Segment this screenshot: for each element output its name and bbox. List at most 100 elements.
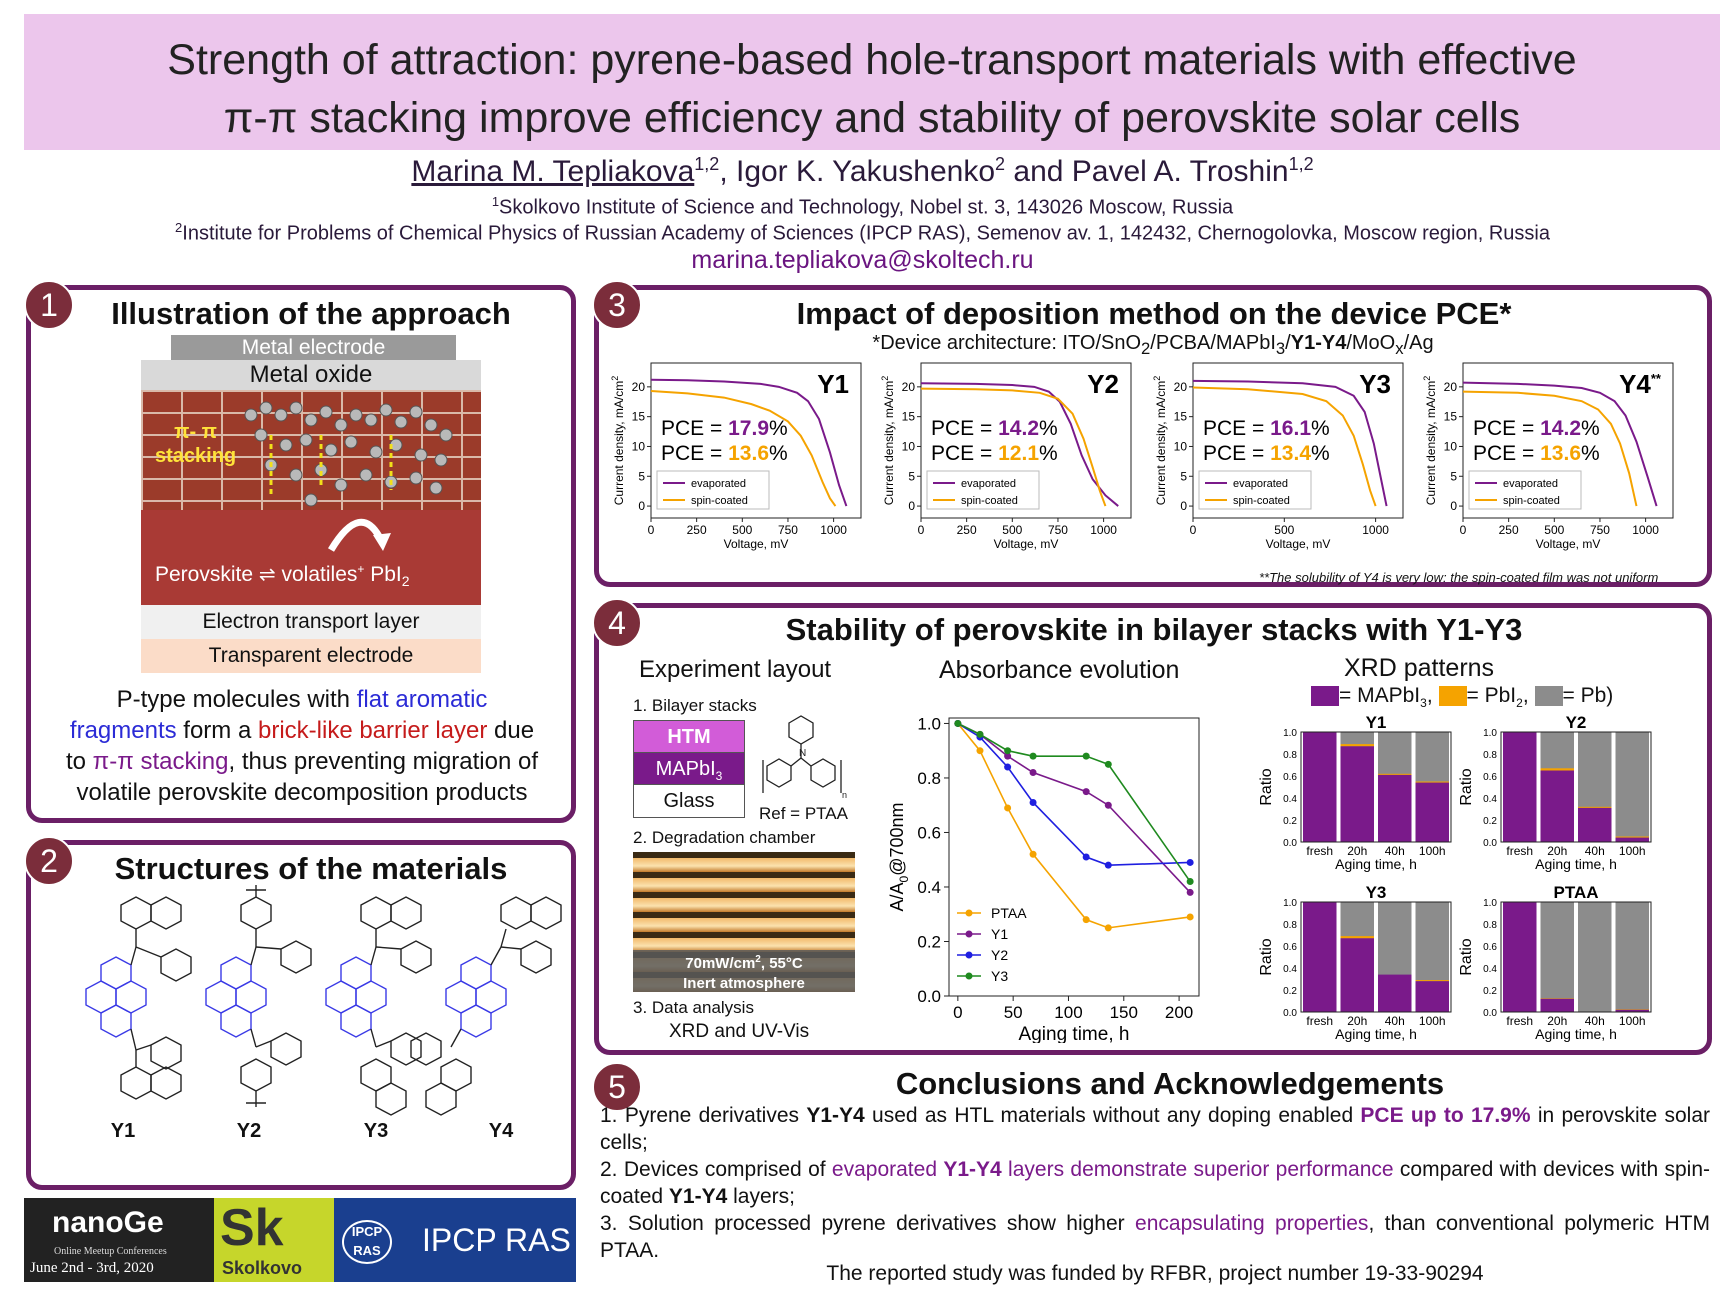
xrd-bar-pbi2	[1615, 836, 1649, 838]
svg-text:n: n	[842, 790, 847, 800]
data-point-Y3	[1029, 752, 1037, 760]
y-tick-label: 0	[1450, 499, 1457, 513]
funding-note: The reported study was funded by RFBR, p…	[826, 1262, 1484, 1285]
data-point-Y3	[1004, 747, 1012, 755]
plot-frame	[1300, 901, 1452, 1013]
xrd-bar-pbi2	[1340, 936, 1374, 939]
y-tick-label: 0	[1180, 499, 1187, 513]
x-axis-label: Aging time, h	[1019, 1024, 1130, 1043]
x-tick-label: 40h	[1385, 844, 1405, 858]
step-3-detail: XRD and UV-Vis	[669, 1021, 810, 1042]
panel-4-title: Stability of perovskite in bilayer stack…	[785, 612, 1523, 647]
panel-deposition: Impact of deposition method on the devic…	[594, 285, 1712, 587]
x-tick-label: 500	[1002, 523, 1022, 537]
x-tick-label: 500	[1544, 523, 1564, 537]
x-tick-label: 500	[732, 523, 752, 537]
pce-spin-value: 12.1	[998, 442, 1039, 465]
pce-evaporated-value: 14.2	[1540, 417, 1581, 440]
panel-3-badge: 3	[592, 280, 642, 330]
x-tick-label: 50	[1004, 1003, 1023, 1022]
y-tick-label: 0.4	[1483, 964, 1497, 975]
y-tick-label: 0.0	[1483, 1008, 1497, 1019]
absorbance-chart: 0 50 100 150 200 0.0 0.2 0.4 0.6 0.8 1.0 Aging time…	[887, 708, 1219, 1048]
pce-evaporated: PCE = 14.2%	[1473, 417, 1600, 440]
xrd-charts: Y1 fresh 20h 40h 100h 0.0 0.2 0.4 0.6 0.8 1.0 Aging…	[1249, 710, 1709, 1060]
y-tick-label: 5	[638, 469, 645, 483]
y-tick-label: 0.6	[1483, 942, 1497, 953]
degradation-chamber-photo: 70mW/cm2, 55°C Inert atmosphere	[633, 852, 855, 992]
x-tick-label: 20h	[1547, 1014, 1567, 1028]
y-tick-label: 10	[902, 439, 916, 453]
pce-spin-value: 13.6	[1540, 442, 1581, 465]
xrd-bar-mapbi3	[1503, 732, 1537, 842]
affiliation-1: 1Skolkovo Institute of Science and Techn…	[491, 194, 1234, 219]
pce-spin-value: 13.4	[1270, 442, 1311, 465]
series-line-evaporated	[1462, 381, 1658, 507]
series-line-spin-coated	[920, 387, 1107, 507]
legend-marker-Y3	[965, 972, 973, 980]
legend-label-Y1: Y1	[991, 926, 1008, 942]
structure-label-y2: Y2	[236, 1120, 262, 1142]
glass-layer: Glass	[633, 784, 745, 818]
pce-pct: %	[1039, 442, 1058, 465]
plot-frame	[1192, 362, 1404, 519]
y-tick-label: 0.8	[1283, 750, 1297, 761]
pce-spin: PCE = 13.6%	[661, 442, 788, 465]
y-tick-label: 15	[1174, 410, 1188, 424]
email-link[interactable]: marina.tepliakova@skoltech.ru	[691, 246, 1034, 274]
y-tick-label: 0.2	[1483, 986, 1497, 997]
pce-spin-value: 13.6	[728, 442, 769, 465]
chart-label: Y3	[1359, 369, 1391, 399]
y-axis-label: Current density, mA/cm2	[610, 376, 626, 506]
xrd-bar-pbi2	[1378, 773, 1412, 775]
mapbi-layer: MAPbI3	[633, 752, 745, 786]
legend-label-evaporated: evaporated	[1233, 478, 1288, 490]
plot-frame	[650, 362, 862, 519]
data-point-Y3	[976, 730, 984, 738]
xrd-bar-pb	[1578, 902, 1612, 1012]
conclusion-3: 3. Solution processed pyrene derivatives…	[600, 1212, 1710, 1262]
y-tick-label: 20	[1444, 380, 1458, 394]
y-tick-label: 0.8	[1483, 750, 1497, 761]
panel-3-title: Impact of deposition method on the devic…	[796, 296, 1512, 331]
xrd-bar-pb	[1615, 732, 1649, 842]
y-tick-label: 0.2	[1283, 986, 1297, 997]
xrd-bar-pb	[1615, 902, 1649, 1012]
xrd-bar-mapbi3	[1503, 902, 1537, 1012]
x-tick-label: 100	[1054, 1003, 1082, 1022]
xrd-bar-pbi2	[1540, 768, 1574, 771]
jv-chart-y4: 0 250 500 750 1000 0 5 10 15 20 Voltage, mV Current…	[1413, 355, 1683, 565]
pce-evaporated: PCE = 16.1%	[1203, 417, 1330, 440]
pce-evaporated-value: 16.1	[1270, 417, 1311, 440]
absorbance-heading: Absorbance evolution	[939, 656, 1180, 684]
x-tick-label: 100h	[1419, 1014, 1446, 1028]
htm-layer: HTM	[633, 720, 745, 754]
data-point-Y2	[1104, 861, 1112, 869]
x-tick-label: 500	[1274, 523, 1294, 537]
pce-pct: %	[1311, 417, 1330, 440]
y-tick-label: 15	[1444, 410, 1458, 424]
x-tick-label: 0	[953, 1003, 962, 1022]
skolkovo-logo: Sk Skolkovo	[214, 1198, 334, 1282]
panel-structures: Structures of the materials	[26, 840, 576, 1190]
y-tick-label: 15	[902, 410, 916, 424]
structures-drawing	[85, 885, 562, 1116]
xrd-heading: XRD patterns	[1344, 654, 1495, 682]
y-axis-label: Current density, mA/cm2	[1422, 376, 1438, 506]
legend-box	[926, 470, 1040, 510]
pce-evaporated: PCE = 17.9%	[661, 417, 788, 440]
molecule-illustration	[244, 401, 453, 507]
pce-spin: PCE = 13.6%	[1473, 442, 1600, 465]
xrd-bar-pbi2	[1578, 806, 1612, 808]
xrd-bar-pbi2	[1415, 980, 1449, 982]
series-line-PTAA	[957, 722, 1191, 929]
x-tick-label: 100h	[1419, 844, 1446, 858]
pce-spin: PCE = 12.1%	[931, 442, 1058, 465]
x-axis-label: Aging time, h	[1335, 856, 1417, 872]
data-point-Y1	[1029, 769, 1037, 777]
author-2: , Igor K. Yakushenko	[719, 155, 996, 188]
y-axis-label-end: @700nm	[889, 802, 907, 875]
author-1-sup: 1,2	[694, 154, 720, 174]
conclusion-2: 2. Devices comprised of evaporated Y1-Y4…	[600, 1158, 1711, 1208]
ref-ptaa-label: Ref = PTAA	[759, 804, 848, 823]
